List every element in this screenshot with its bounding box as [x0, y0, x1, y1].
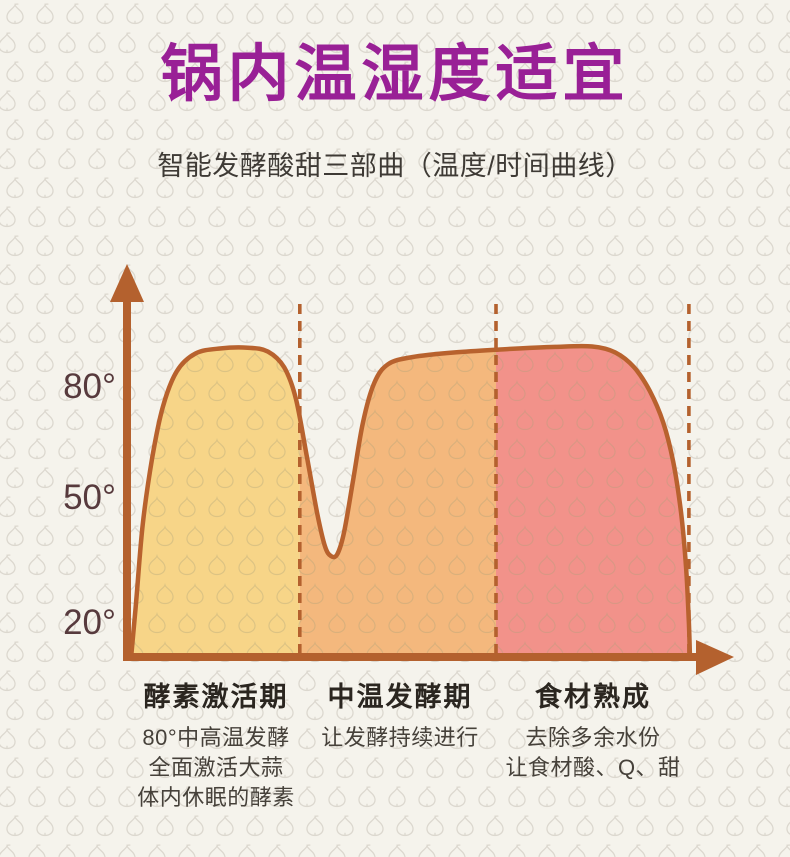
phase-2-title: 中温发酵期	[327, 682, 473, 712]
phase-2-desc-line: 让发酵持续进行	[321, 725, 479, 750]
y-axis	[123, 296, 131, 661]
phase-1-desc-line: 体内休眠的酵素	[137, 785, 295, 810]
phase-3-desc-line: 去除多余水份	[525, 725, 661, 750]
phase-1-title: 酵素激活期	[143, 682, 289, 712]
x-axis-arrow-icon	[696, 640, 734, 675]
y-axis-tick-80: 80°	[63, 367, 116, 406]
temperature-curve	[128, 343, 693, 661]
page-subtitle: 智能发酵酸甜三部曲（温度/时间曲线）	[157, 151, 633, 181]
phase-2-block: 中温发酵期 让发酵持续进行	[321, 682, 479, 753]
phase-1-desc-line: 全面激活大蒜	[148, 755, 284, 780]
phase-1-desc-line: 80°中高温发酵	[142, 725, 290, 750]
x-axis	[123, 653, 698, 661]
area-pattern-overlay	[131, 346, 690, 657]
y-axis-tick-20: 20°	[63, 603, 116, 642]
phase-3-block: 食材熟成 去除多余水份 让食材酸、Q、甜	[505, 682, 680, 783]
phase-3-desc-line: 让食材酸、Q、甜	[505, 755, 681, 780]
y-axis-arrow-icon	[110, 264, 144, 302]
phase-1-block: 酵素激活期 80°中高温发酵 全面激活大蒜 体内休眠的酵素	[137, 682, 295, 813]
phase-3-title: 食材熟成	[535, 682, 651, 712]
y-axis-tick-50: 50°	[63, 478, 116, 517]
page-title: 锅内温湿度适宜	[160, 40, 630, 109]
